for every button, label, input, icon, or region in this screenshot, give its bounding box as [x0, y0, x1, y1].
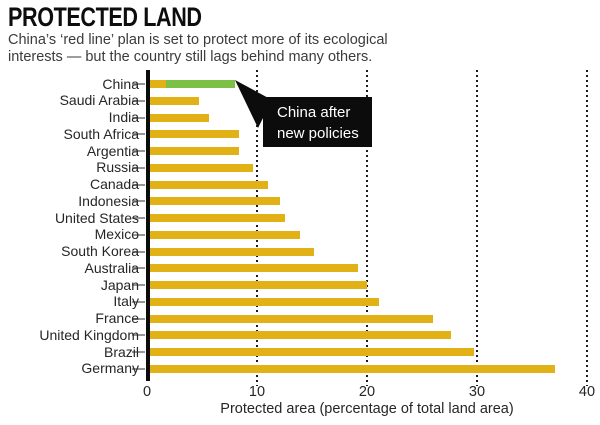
country-label-south-korea: South Korea	[61, 243, 139, 259]
annotation-line-2: new policies	[277, 125, 359, 142]
chart-subtitle-line-1: China’s ‘red line’ plan is set to protec…	[8, 32, 388, 48]
gridline-20	[366, 70, 368, 386]
y-axis-tick	[132, 317, 145, 320]
country-label-mexico: Mexico	[94, 226, 139, 243]
bar-indonesia	[150, 197, 281, 206]
gridline-30	[476, 70, 478, 386]
x-tick-label-20: 20	[358, 384, 376, 400]
y-axis-tick	[132, 250, 145, 253]
country-label-australia: Australia	[84, 259, 139, 276]
y-axis-tick	[132, 284, 145, 286]
country-label-indonesia: Indonesia	[78, 192, 139, 209]
bar-south-africa	[150, 130, 240, 139]
bar-japan	[150, 281, 367, 289]
country-label-canada: Canada	[89, 176, 139, 192]
country-label-saudi-arabia: Saudi Arabia	[59, 92, 139, 109]
bar-germany	[150, 364, 556, 373]
bar-italy	[150, 297, 380, 306]
y-axis-tick	[132, 217, 145, 219]
y-axis-tick	[132, 183, 145, 186]
china-annotation-callout: China after new policies	[263, 97, 372, 147]
bar-china-highlight-segment	[165, 80, 235, 88]
country-label-united-kingdom: United Kingdom	[39, 326, 139, 343]
chart-subtitle-line-2: interests — but the country still lags b…	[8, 48, 373, 65]
y-axis-tick	[132, 334, 145, 337]
x-tick-label-0: 0	[142, 384, 152, 400]
bar-australia	[150, 264, 359, 273]
country-label-brazil: Brazil	[103, 343, 139, 360]
bar-france	[150, 314, 433, 323]
y-axis-tick	[132, 133, 145, 136]
gridline-40	[586, 70, 588, 386]
bar-united-states	[150, 214, 285, 222]
y-axis-tick	[132, 200, 145, 203]
country-label-germany: Germany	[81, 360, 139, 377]
y-axis-line	[146, 70, 150, 381]
x-tick-label-30: 30	[468, 384, 486, 400]
bar-argentia	[150, 147, 240, 155]
gridline-10	[256, 70, 258, 386]
country-label-china: China	[102, 75, 139, 92]
y-axis-tick	[132, 99, 145, 102]
chart-subtitle: China’s ‘red line’ plan is set to protec…	[8, 32, 388, 65]
bar-india	[150, 113, 209, 122]
country-label-south-africa: South Africa	[63, 125, 140, 142]
annotation-line-1: China after	[277, 104, 351, 121]
y-axis-tick	[132, 116, 145, 119]
x-tick-label-40: 40	[578, 384, 596, 400]
y-axis-tick	[132, 233, 145, 236]
chart-title: PROTECTED LAND	[8, 2, 202, 32]
x-tick-label-10: 10	[248, 384, 266, 400]
y-axis-tick	[132, 267, 145, 270]
y-axis-tick	[132, 367, 145, 370]
country-label-france: France	[95, 310, 139, 326]
bar-mexico	[150, 230, 300, 239]
bar-canada	[150, 180, 268, 189]
country-label-russia: Russia	[96, 159, 139, 176]
country-label-india: India	[108, 109, 139, 125]
bar-south-korea	[150, 247, 315, 256]
country-label-argentia: Argentia	[86, 142, 139, 159]
x-axis-title: Protected area (percentage of total land…	[220, 401, 514, 417]
country-label-united-states: United States	[54, 209, 139, 226]
country-label-italy: Italy	[113, 293, 139, 310]
y-axis-tick	[132, 150, 145, 152]
bar-brazil	[150, 348, 474, 356]
y-axis-tick	[132, 83, 145, 85]
y-axis-tick	[132, 351, 145, 353]
bar-russia	[150, 163, 253, 172]
bar-saudi-arabia	[150, 96, 199, 105]
y-axis-tick	[132, 166, 145, 169]
bar-united-kingdom	[150, 331, 451, 340]
country-label-japan: Japan	[100, 276, 139, 293]
y-axis-tick	[132, 300, 145, 303]
